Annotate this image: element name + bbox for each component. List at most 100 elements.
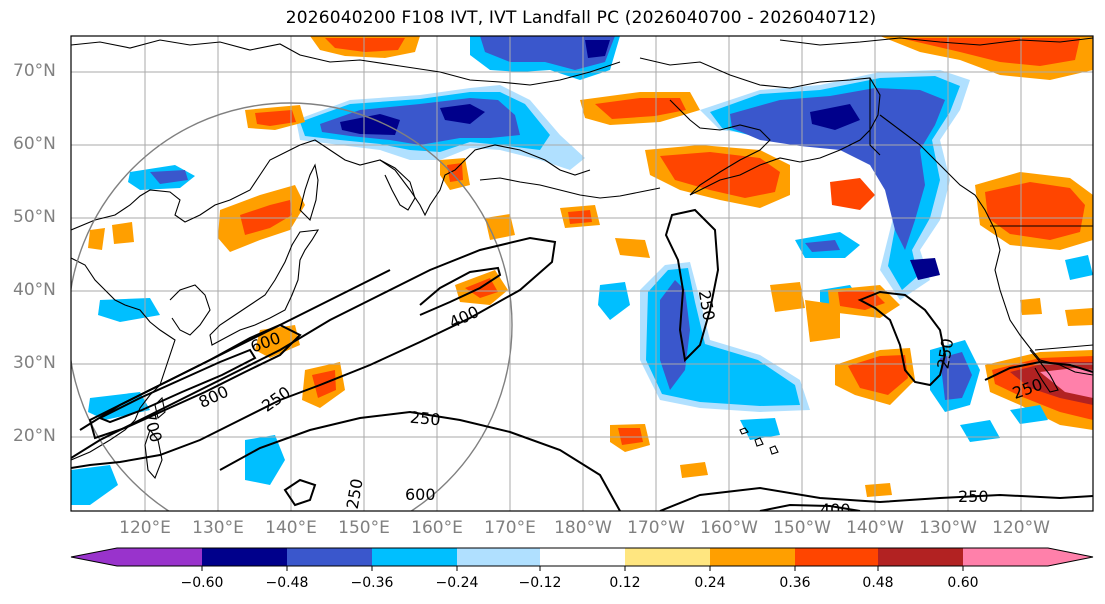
shade-neg-w11	[1065, 255, 1093, 280]
shade-pos-q	[1020, 298, 1042, 315]
coast-aleutian	[479, 177, 661, 199]
colorbar-tick-label: 0.12	[609, 575, 641, 591]
shade-neg-top-3	[585, 40, 610, 58]
coastlines	[71, 37, 1093, 480]
lon-tick-label: 120°E	[119, 518, 171, 538]
shade-neg-alaska-5	[910, 258, 940, 280]
shade-neg-top-2	[480, 36, 615, 70]
shade-neg-bering-5	[440, 104, 485, 124]
lat-tick-label: 70°N	[13, 61, 56, 81]
colorbar-tick-label: 0.36	[779, 575, 811, 591]
contour-label: 250	[958, 487, 989, 506]
ivt-contours	[71, 208, 1093, 511]
shading-layer	[71, 36, 1093, 505]
colorbar-cell	[287, 548, 372, 566]
colorbar-cell	[372, 548, 457, 566]
map-content: 400 600 800 250 700 250 600 250 250 250 …	[71, 36, 1093, 519]
colorbar-cell	[795, 548, 878, 566]
contour-800-a	[97, 348, 257, 424]
shade-neg-w13	[1010, 405, 1048, 424]
shade-neg-w9	[740, 418, 780, 440]
shade-pos-i	[770, 282, 805, 312]
shade-pos-k	[805, 300, 840, 342]
map-frame	[70, 35, 1094, 512]
contour-250-se	[659, 486, 1093, 511]
colorbar-tick-label: −0.60	[180, 575, 224, 591]
shade-neg-w3b	[805, 240, 840, 252]
shade-neg-w7	[245, 435, 285, 485]
gridlines	[71, 36, 1093, 511]
shade-pos-wcna-3	[830, 178, 875, 210]
shade-pos-p	[1065, 308, 1093, 326]
shade-pos-o	[865, 483, 892, 497]
shade-pos-g	[255, 325, 300, 358]
lat-tick-label: 50°N	[13, 207, 56, 227]
colorbar-cell	[540, 548, 625, 566]
lon-tick-label: 140°W	[846, 518, 904, 538]
lon-tick-label: 140°E	[265, 518, 317, 538]
border-ak-ca	[869, 78, 881, 156]
shade-neg-alaska-4	[810, 104, 860, 130]
colorbar-tick-label: −0.36	[350, 575, 394, 591]
shade-pos-b	[112, 222, 134, 244]
contour-250-sub	[219, 410, 621, 511]
shade-neg-w8	[71, 465, 118, 505]
shade-pos-f	[615, 238, 650, 258]
coast-sakhalin	[299, 163, 319, 222]
colorbar-tick-label: 0.48	[862, 575, 894, 591]
shade-pos-p1b	[595, 98, 686, 119]
shade-pos-d2	[568, 210, 592, 224]
colorbar-ticks	[201, 566, 964, 571]
coast-nwna	[879, 114, 1093, 376]
contour-label: 400	[820, 500, 851, 519]
coast-asia-north	[71, 39, 621, 86]
colorbar-cell	[457, 548, 540, 566]
lon-tick-label: 160°E	[411, 518, 463, 538]
colorbar-cell	[202, 548, 287, 566]
colorbar-extend-min	[71, 548, 117, 566]
contour-250-sw	[984, 360, 1093, 381]
contour-400-se	[759, 503, 861, 511]
contour-250-pac	[664, 208, 720, 363]
lon-tick-label: 180°W	[554, 518, 612, 538]
colorbar-cell	[963, 548, 1048, 566]
contour-600-a	[88, 323, 302, 440]
colorbar-cell	[117, 548, 202, 566]
lat-tick-label: 20°N	[13, 426, 56, 446]
shade-pos-p2b	[255, 110, 296, 126]
shade-pos-a	[88, 228, 105, 250]
colorbar-extend-max	[1048, 548, 1093, 566]
lat-tick-label: 40°N	[13, 280, 56, 300]
shade-pos-n	[680, 462, 708, 478]
colorbar-tick-label: −0.48	[265, 575, 309, 591]
contour-label: 250	[409, 408, 441, 430]
coast-kamchatka	[379, 159, 416, 211]
range-ring	[71, 102, 513, 511]
colorbar-tick-label: −0.12	[518, 575, 562, 591]
lon-tick-label: 170°E	[484, 518, 536, 538]
contour-600-sub	[283, 478, 317, 507]
shade-neg-bering-4	[340, 114, 400, 135]
shade-neg-alaska-3	[730, 88, 945, 250]
coast-asia	[71, 139, 591, 231]
contour-250-main	[71, 236, 557, 469]
shade-pos-topright-2	[900, 38, 1080, 66]
colorbar-cell	[625, 548, 710, 566]
chart-title: 2026040200 F108 IVT, IVT Landfall PC (20…	[285, 8, 877, 28]
colorbar-tick-label: −0.24	[435, 575, 479, 591]
lon-tick-label: 150°W	[773, 518, 831, 538]
colorbar-cell	[710, 548, 795, 566]
colorbar-outline	[70, 547, 1094, 567]
coast-japan	[209, 229, 320, 346]
shade-pos-sw-4	[1040, 368, 1093, 398]
colorbar	[70, 547, 1094, 571]
shade-neg-w1b	[150, 170, 188, 184]
coast-hawaii	[739, 427, 779, 455]
coast-korea	[169, 284, 211, 336]
lon-tick-label: 160°W	[700, 518, 758, 538]
border-us-mx	[1034, 344, 1093, 351]
lat-tick-label: 30°N	[13, 353, 56, 373]
coast-philippines	[144, 428, 163, 480]
coast-canada-north	[779, 37, 1093, 46]
